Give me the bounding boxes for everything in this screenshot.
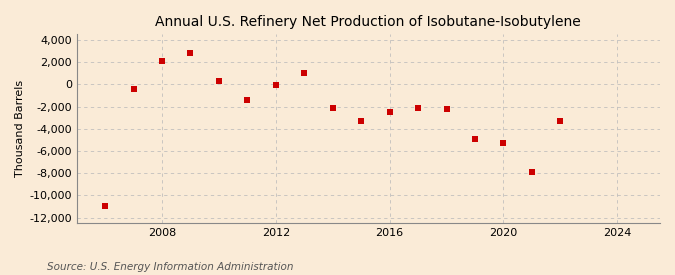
Y-axis label: Thousand Barrels: Thousand Barrels [15,80,25,177]
Point [299,71,310,75]
Point [185,51,196,56]
Point [271,83,281,88]
Point [213,79,224,83]
Point [555,119,566,123]
Title: Annual U.S. Refinery Net Production of Isobutane-Isobutylene: Annual U.S. Refinery Net Production of I… [155,15,581,29]
Point [498,141,509,145]
Point [526,170,537,174]
Point [157,59,167,63]
Point [384,110,395,114]
Point [470,136,481,141]
Text: Source: U.S. Energy Information Administration: Source: U.S. Energy Information Administ… [47,262,294,272]
Point [242,98,253,102]
Point [412,105,423,110]
Point [441,106,452,111]
Point [100,204,111,209]
Point [327,105,338,110]
Point [128,87,139,91]
Point [356,119,367,123]
